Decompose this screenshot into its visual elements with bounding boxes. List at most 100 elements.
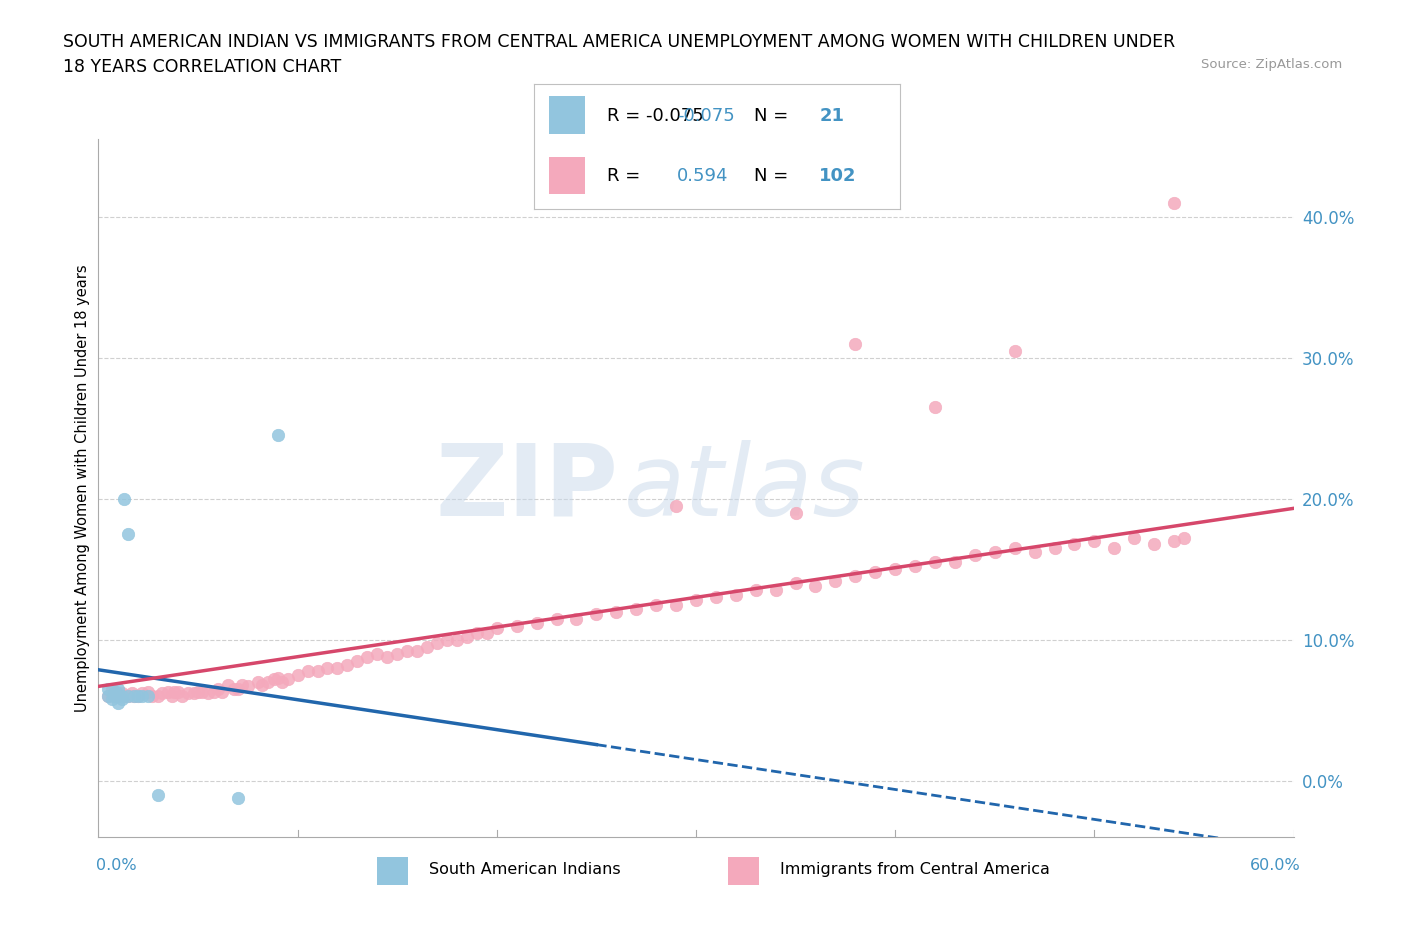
Point [297, 663, 319, 678]
Point [1163, 534, 1185, 549]
Point [665, 498, 688, 513]
Point [105, 684, 128, 699]
Point [141, 688, 163, 703]
Point [131, 688, 153, 703]
Point [704, 590, 727, 604]
Point [177, 685, 200, 700]
Point [267, 428, 290, 443]
Point [745, 583, 768, 598]
Point [226, 682, 249, 697]
Point [685, 592, 707, 607]
Point [824, 573, 846, 588]
Point [226, 790, 249, 805]
Point [101, 692, 124, 707]
Point [446, 632, 468, 647]
Point [183, 685, 205, 700]
Point [167, 684, 190, 699]
Point [904, 559, 927, 574]
Point [107, 696, 129, 711]
Point [924, 555, 946, 570]
Text: South American Indians: South American Indians [429, 862, 620, 877]
Point [1004, 540, 1026, 555]
Point [246, 674, 269, 689]
Point [256, 674, 278, 689]
Point [456, 630, 478, 644]
Point [97, 688, 120, 703]
Text: N =: N = [754, 167, 793, 185]
Point [475, 625, 498, 640]
Point [366, 646, 388, 661]
Point [665, 597, 688, 612]
Point [112, 491, 135, 506]
Text: 0.0%: 0.0% [96, 857, 136, 872]
Text: 60.0%: 60.0% [1250, 857, 1301, 872]
Point [124, 688, 146, 703]
Point [804, 578, 827, 593]
Point [785, 576, 807, 591]
Point [207, 682, 229, 697]
Point [172, 688, 194, 703]
Point [356, 649, 378, 664]
Point [103, 688, 125, 703]
FancyBboxPatch shape [548, 156, 585, 194]
Point [326, 660, 349, 675]
Point [150, 685, 173, 700]
Point [724, 587, 747, 602]
Point [1104, 540, 1126, 555]
Point [211, 684, 233, 699]
Point [157, 684, 180, 699]
Point [111, 692, 134, 707]
Point [346, 654, 368, 669]
Point [187, 684, 209, 699]
Point [136, 684, 159, 699]
Text: 18 YEARS CORRELATION CHART: 18 YEARS CORRELATION CHART [63, 58, 342, 75]
Point [287, 668, 309, 683]
Point [307, 663, 329, 678]
Point [485, 621, 508, 636]
Point [267, 671, 290, 685]
Point [117, 688, 139, 703]
Point [107, 688, 129, 703]
Point [1163, 195, 1185, 210]
Point [136, 688, 159, 703]
Point [231, 677, 253, 692]
Point [107, 688, 129, 703]
Point [765, 583, 787, 598]
Point [107, 682, 129, 697]
Point [121, 685, 143, 700]
Point [103, 685, 125, 700]
Point [565, 611, 588, 626]
Point [506, 618, 529, 633]
Text: ZIP: ZIP [436, 440, 619, 537]
Point [148, 788, 170, 803]
Point [124, 688, 146, 703]
Point [97, 688, 120, 703]
Text: 21: 21 [820, 107, 845, 125]
Point [385, 646, 409, 661]
Point [250, 677, 273, 692]
Y-axis label: Unemployment Among Women with Children Under 18 years: Unemployment Among Women with Children U… [75, 264, 90, 712]
Point [546, 611, 568, 626]
Point [111, 685, 134, 700]
Point [465, 625, 488, 640]
Point [436, 632, 458, 647]
Point [1083, 534, 1105, 549]
Point [336, 658, 359, 672]
Point [426, 635, 449, 650]
Point [97, 682, 120, 697]
Point [163, 684, 186, 699]
Text: Immigrants from Central America: Immigrants from Central America [780, 862, 1050, 877]
Point [963, 548, 986, 563]
Point [943, 555, 966, 570]
Point [131, 685, 153, 700]
Point [924, 400, 946, 415]
Text: R = -0.075: R = -0.075 [607, 107, 704, 125]
Text: -0.075: -0.075 [676, 107, 734, 125]
Point [406, 644, 429, 658]
Text: atlas: atlas [624, 440, 866, 537]
Point [526, 616, 548, 631]
Point [148, 688, 170, 703]
Point [396, 644, 419, 658]
Point [112, 688, 135, 703]
Point [127, 688, 149, 703]
